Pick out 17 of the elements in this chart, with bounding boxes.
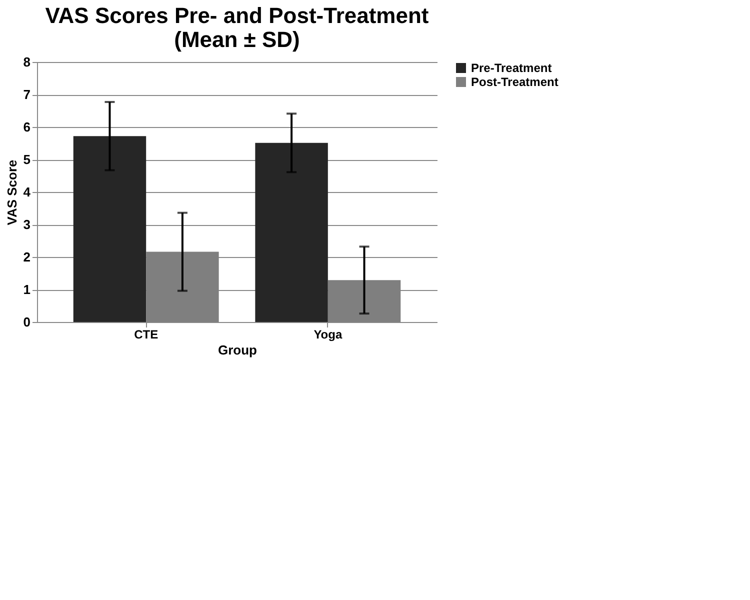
y-tick-label: 4 xyxy=(23,184,32,200)
x-tick-label: Yoga xyxy=(314,328,342,342)
y-tick-label: 7 xyxy=(23,87,30,102)
x-tick-label: CTE xyxy=(134,328,158,342)
x-axis-title: Group xyxy=(218,342,258,358)
y-tick-label: 3 xyxy=(23,217,30,232)
text: (Mean ± SD) xyxy=(174,27,300,52)
y-axis-title: VAS Score xyxy=(4,160,20,226)
y-tick-label: 5 xyxy=(23,152,30,167)
y-tick-label: 0 xyxy=(23,314,30,330)
y-tick-label: 1 xyxy=(23,282,30,297)
legend-label: Post-Treatment xyxy=(471,75,558,89)
text: VAS Scores Pre- and Post-Treatment xyxy=(45,3,429,28)
legend-label: Pre-Treatment xyxy=(471,61,552,75)
y-tick-label: 6 xyxy=(23,120,30,134)
y-tick-label: 8 xyxy=(23,54,30,70)
y-tick-label: 2 xyxy=(23,250,30,264)
